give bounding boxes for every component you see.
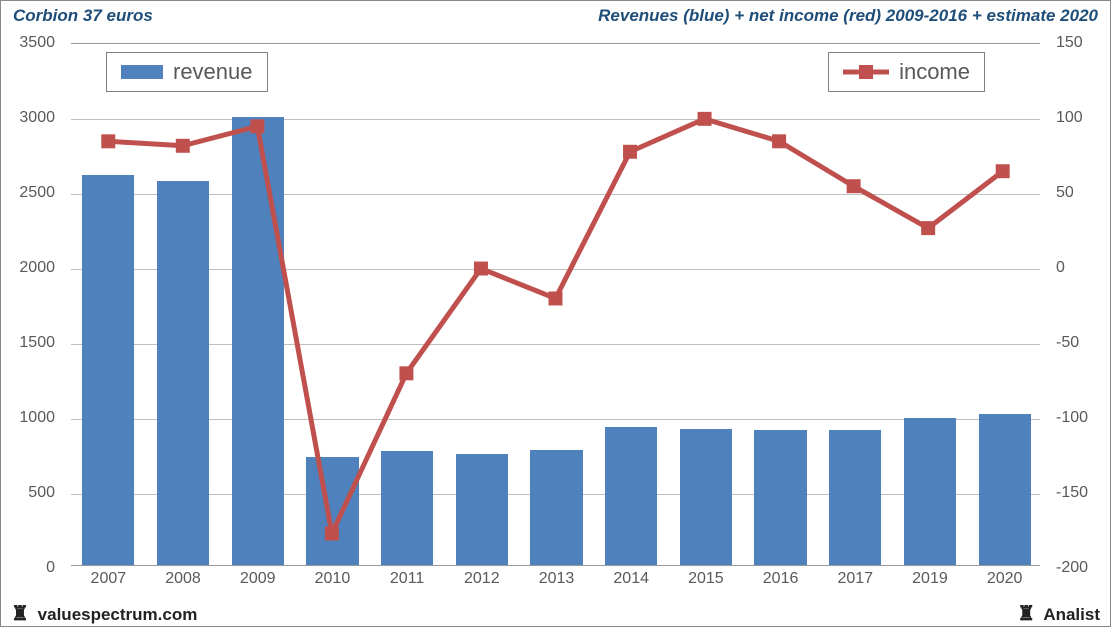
footer-right: ♜ Analist	[1017, 601, 1100, 626]
x-tick-label: 2015	[688, 570, 724, 588]
x-tick-label: 2017	[837, 570, 873, 588]
y-axis-left-labels: 0500100015002000250030003500	[1, 43, 63, 566]
plot-area: revenue income	[71, 43, 1040, 566]
income-marker	[921, 221, 935, 235]
legend-revenue-swatch	[121, 65, 163, 79]
x-tick-label: 2010	[315, 570, 351, 588]
income-marker	[399, 366, 413, 380]
y-right-tick-label: 100	[1056, 109, 1083, 127]
footer-left: ♜ valuespectrum.com	[11, 601, 197, 626]
x-tick-label: 2020	[987, 570, 1023, 588]
income-marker	[772, 134, 786, 148]
x-tick-label: 2016	[763, 570, 799, 588]
y-right-tick-label: 0	[1056, 259, 1065, 277]
legend-revenue: revenue	[106, 52, 268, 92]
title-left: Corbion 37 euros	[13, 6, 153, 26]
title-right: Revenues (blue) + net income (red) 2009-…	[598, 6, 1098, 26]
footer-left-text: valuespectrum.com	[38, 605, 198, 624]
y-right-tick-label: -50	[1056, 334, 1079, 352]
income-marker	[698, 112, 712, 126]
income-marker	[250, 119, 264, 133]
y-left-tick-label: 500	[28, 484, 55, 502]
y-left-tick-label: 0	[46, 559, 55, 577]
x-tick-label: 2019	[912, 570, 948, 588]
rook-icon: ♜	[1017, 603, 1035, 625]
x-tick-label: 2009	[240, 570, 276, 588]
x-tick-label: 2007	[91, 570, 127, 588]
chart-header: Corbion 37 euros Revenues (blue) + net i…	[1, 1, 1110, 31]
y-left-tick-label: 1500	[19, 334, 55, 352]
y-right-tick-label: -200	[1056, 559, 1088, 577]
income-line	[71, 44, 1040, 568]
y-left-tick-label: 3000	[19, 109, 55, 127]
legend-income: income	[828, 52, 985, 92]
legend-income-swatch	[843, 64, 889, 80]
y-right-tick-label: -150	[1056, 484, 1088, 502]
y-right-tick-label: 150	[1056, 34, 1083, 52]
x-tick-label: 2013	[539, 570, 575, 588]
chart-footer: ♜ valuespectrum.com ♜ Analist	[1, 600, 1110, 626]
y-right-tick-label: -100	[1056, 409, 1088, 427]
income-marker	[548, 291, 562, 305]
rook-icon: ♜	[11, 603, 29, 625]
income-marker	[474, 262, 488, 276]
x-tick-label: 2008	[165, 570, 201, 588]
x-tick-label: 2011	[390, 570, 424, 588]
x-tick-label: 2014	[613, 570, 649, 588]
y-left-tick-label: 1000	[19, 409, 55, 427]
y-left-tick-label: 2500	[19, 184, 55, 202]
x-tick-label: 2012	[464, 570, 500, 588]
legend-revenue-label: revenue	[173, 59, 253, 85]
footer-right-text: Analist	[1043, 605, 1100, 624]
income-marker	[101, 134, 115, 148]
income-line-path	[108, 119, 1002, 534]
y-axis-right-labels: -200-150-100-50050100150	[1048, 43, 1110, 566]
y-left-tick-label: 2000	[19, 259, 55, 277]
legend-income-label: income	[899, 59, 970, 85]
y-right-tick-label: 50	[1056, 184, 1074, 202]
income-marker	[996, 164, 1010, 178]
income-marker	[325, 526, 339, 540]
income-marker	[847, 179, 861, 193]
income-marker	[623, 145, 637, 159]
y-left-tick-label: 3500	[19, 34, 55, 52]
x-axis-labels: 2007 2008 2009 2010 2011 2012 2013 2014 2015 2016…	[71, 570, 1040, 594]
income-marker	[176, 139, 190, 153]
chart-container: Corbion 37 euros Revenues (blue) + net i…	[0, 0, 1111, 627]
